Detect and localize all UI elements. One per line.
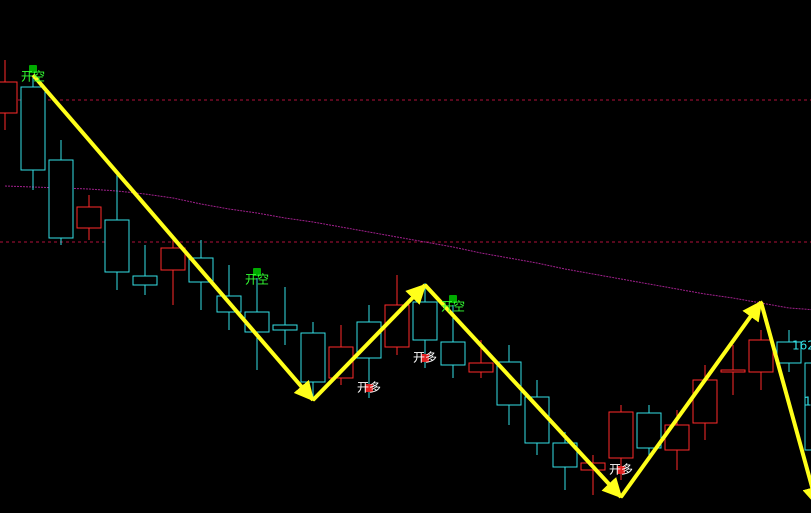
signal-label: 开空 <box>245 273 269 287</box>
candle-body <box>244 311 270 333</box>
candle-body <box>748 339 774 373</box>
edge-label: 162 <box>792 339 811 353</box>
candle-body <box>608 411 634 459</box>
candle-body <box>468 362 494 373</box>
candle-body <box>76 206 102 229</box>
candle-body <box>104 219 130 273</box>
candle-body <box>272 324 298 331</box>
candle-body <box>20 86 46 171</box>
buy-icon <box>617 466 625 474</box>
candle-body <box>48 159 74 239</box>
candle-body <box>412 301 438 341</box>
candle-body <box>160 247 186 271</box>
candle-body <box>132 275 158 286</box>
zigzag-arrow <box>423 283 623 499</box>
signal-label: 开空 <box>441 300 465 314</box>
sell-icon <box>29 65 37 73</box>
signal-label: 开多 <box>357 381 381 395</box>
candle-body <box>0 81 18 114</box>
zigzag-arrow <box>31 73 315 402</box>
moving-average <box>4 185 811 311</box>
signal-label: 开多 <box>413 351 437 365</box>
signal-label: 开多 <box>609 463 633 477</box>
candle-body <box>804 362 811 451</box>
zigzag-arrow <box>311 283 427 402</box>
edge-label: 15 <box>804 395 811 409</box>
candle-body <box>440 341 466 366</box>
zigzag-arrow <box>759 301 811 507</box>
candle-body <box>692 379 718 424</box>
sell-icon <box>449 295 457 303</box>
zigzag-arrow <box>619 300 763 499</box>
signal-label: 开空 <box>21 70 45 84</box>
buy-icon <box>365 384 373 392</box>
candle-body <box>720 369 746 373</box>
candle-body <box>636 412 662 449</box>
candle-body <box>300 332 326 383</box>
sell-icon <box>253 268 261 276</box>
buy-icon <box>421 354 429 362</box>
